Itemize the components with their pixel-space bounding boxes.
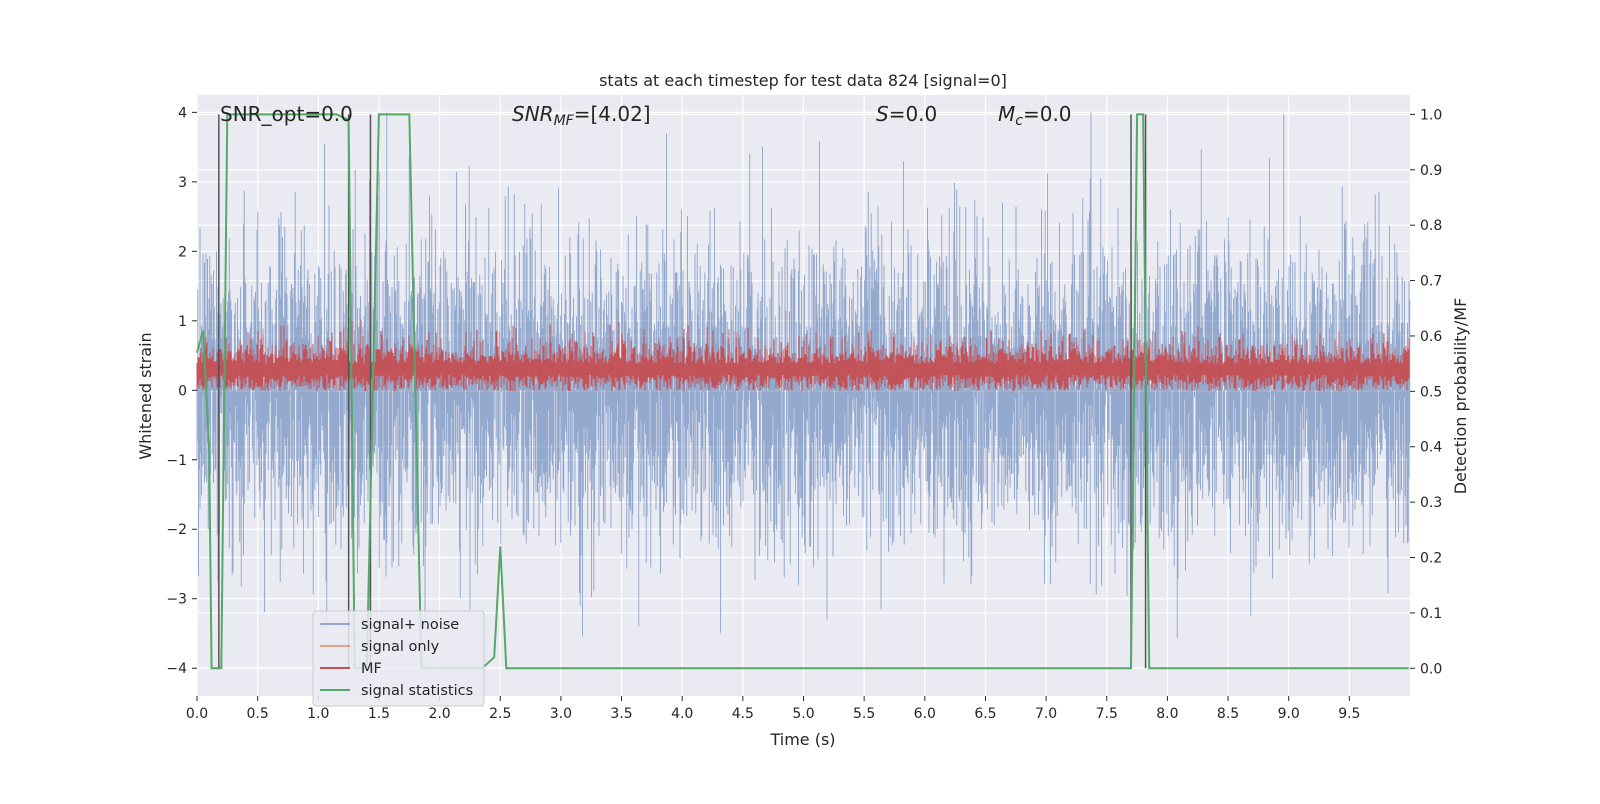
mc-value: =0.0 [1023,102,1072,126]
y-tick-label-left: 2 [178,244,187,260]
snr-mf-value: =[4.02] [574,102,651,126]
legend-label-mf: MF [361,661,382,677]
legend: signal+ noise signal only MF signal stat… [312,610,485,707]
legend-label-signal-noise: signal+ noise [361,617,459,633]
mc-subscript: c [1015,113,1023,129]
x-tick-label: 3.0 [550,706,572,722]
annotation-s: S=0.0 [876,102,937,126]
x-tick-label: 2.5 [489,706,511,722]
snr-mf-subscript: MF [554,113,575,129]
y-tick-label-right: 0.8 [1420,218,1442,234]
x-tick-label: 4.5 [732,706,754,722]
y-tick-label-right: 0.5 [1420,384,1442,400]
snr-mf-symbol: SNR [512,102,554,126]
annotation-mc: Mc=0.0 [998,102,1072,129]
y-tick-label-right: 0.9 [1420,163,1442,179]
y-tick-label-left: −4 [166,661,187,677]
legend-label-signal-only: signal only [361,639,440,655]
x-tick-label: 6.5 [974,706,996,722]
legend-box [312,610,485,707]
y-tick-label-left: −3 [166,592,187,608]
x-tick-label: 1.5 [368,706,390,722]
y-tick-label-right: 0.4 [1420,440,1442,456]
x-axis-label: Time (s) [769,730,835,749]
y-tick-label-right: 0.7 [1420,274,1442,290]
x-tick-label: 9.5 [1338,706,1360,722]
series-signal-statistics [196,113,1409,670]
x-tick-label: 3.5 [610,706,632,722]
x-tick-label: 2.0 [428,706,450,722]
annotation-snr-mf: SNRMF=[4.02] [512,102,651,129]
y-axis-label-right: Detection probability/MF [1451,298,1470,495]
y-tick-label-left: 1 [178,314,187,330]
s-symbol: S [876,102,889,126]
mc-symbol: M [998,102,1015,126]
y-tick-label-right: 0.6 [1420,329,1442,345]
series-mf [196,319,1410,392]
x-tick-label: 9.0 [1278,706,1300,722]
y-axis-label-left: Whitened strain [136,332,155,459]
y-tick-label-right: 0.2 [1420,551,1442,567]
x-tick-label: 1.0 [307,706,329,722]
x-tick-label: 4.0 [671,706,693,722]
chart-title: stats at each timestep for test data 824… [599,71,1007,90]
y-tick-label-left: −1 [166,453,187,469]
annotation-snr-opt: SNR_opt=0.0 [220,102,353,126]
x-tick-label: 0.5 [247,706,269,722]
y-tick-label-right: 0.0 [1420,661,1442,677]
x-tick-label: 5.0 [792,706,814,722]
x-tick-label: 6.0 [914,706,936,722]
x-tick-label: 0.0 [186,706,208,722]
y-tick-label-right: 0.1 [1420,606,1442,622]
signal-statistics-layer [196,113,1409,670]
y-tick-label-left: −2 [166,522,187,538]
y-tick-label-left: 0 [178,383,187,399]
y-tick-label-left: 4 [178,105,187,121]
s-value: =0.0 [889,102,938,126]
x-tick-label: 5.5 [853,706,875,722]
y-tick-label-right: 1.0 [1420,107,1442,123]
x-tick-label: 7.0 [1035,706,1057,722]
y-tick-label-right: 0.3 [1420,495,1442,511]
plot-layer [196,112,1411,639]
x-tick-label: 8.5 [1217,706,1239,722]
y-tick-label-left: 3 [178,175,187,191]
x-tick-label: 7.5 [1096,706,1118,722]
tick-layer: 0.0 0.5 1.0 1.5 2.0 2.5 3.0 3.5 4.0 4.5 5.0 5.5 6.0 6… [166,105,1442,722]
x-tick-label: 8.0 [1156,706,1178,722]
legend-label-signal-statistics: signal statistics [361,683,473,699]
